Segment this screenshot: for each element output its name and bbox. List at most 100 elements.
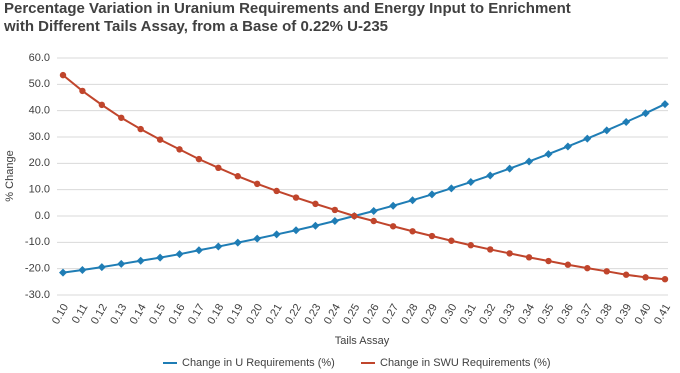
- data-point: [525, 254, 533, 261]
- x-tick-label: 0.16: [167, 302, 188, 327]
- x-axis-label: Tails Assay: [335, 335, 390, 347]
- x-tick-label: 0.28: [400, 302, 421, 327]
- x-tick-label: 0.40: [633, 302, 654, 327]
- data-point: [370, 217, 377, 225]
- data-point: [292, 194, 300, 201]
- y-tick-label: 10.0: [29, 184, 50, 196]
- legend-label: Change in SWU Requirements (%): [380, 357, 551, 369]
- x-tick-label: 0.37: [574, 302, 595, 327]
- y-tick-label: -20.0: [25, 263, 50, 275]
- x-tick-label: 0.31: [458, 302, 479, 327]
- y-tick-label: 0.0: [35, 210, 50, 222]
- x-tick-label: 0.23: [302, 302, 323, 327]
- y-axis-label: % Change: [4, 150, 16, 201]
- data-point: [137, 125, 144, 133]
- x-tick-label: 0.29: [419, 302, 440, 327]
- x-tick-label: 0.11: [70, 302, 91, 326]
- data-point: [98, 101, 106, 109]
- data-point: [78, 265, 87, 274]
- x-tick-label: 0.33: [497, 302, 518, 327]
- x-tick-label: 0.10: [50, 302, 71, 327]
- x-tick-label: 0.32: [477, 302, 498, 327]
- data-point: [389, 223, 397, 230]
- data-point: [311, 221, 320, 230]
- x-tick-label: 0.15: [147, 302, 168, 327]
- data-point: [584, 264, 591, 272]
- data-point: [117, 259, 126, 268]
- data-point: [214, 242, 223, 251]
- data-point: [602, 126, 611, 135]
- data-point: [136, 256, 145, 265]
- data-point: [59, 268, 67, 277]
- x-tick-label: 0.21: [264, 302, 285, 327]
- x-tick-label: 0.18: [205, 302, 226, 327]
- x-tick-label: 0.24: [322, 302, 343, 327]
- data-point: [272, 230, 281, 239]
- data-point: [331, 206, 339, 214]
- y-tick-label: 60.0: [29, 52, 50, 64]
- x-tick-label: 0.17: [186, 302, 207, 327]
- data-point: [215, 164, 222, 172]
- x-tick-label: 0.35: [535, 302, 556, 327]
- data-point: [176, 146, 183, 153]
- data-point: [661, 276, 669, 283]
- data-point: [273, 187, 280, 195]
- data-point: [253, 234, 262, 243]
- data-point: [506, 250, 513, 257]
- data-point: [545, 257, 552, 265]
- data-point: [175, 250, 184, 259]
- data-point: [467, 242, 475, 249]
- data-point: [448, 237, 455, 244]
- data-point: [641, 109, 650, 118]
- series-line: [62, 103, 666, 274]
- y-tick-label: 30.0: [29, 131, 50, 143]
- data-point: [447, 184, 456, 193]
- data-point: [622, 271, 630, 278]
- data-point: [427, 190, 436, 199]
- x-tick-label: 0.12: [89, 302, 110, 327]
- data-point: [408, 196, 417, 205]
- data-point: [312, 200, 319, 208]
- data-point: [369, 206, 378, 215]
- data-point: [234, 173, 241, 180]
- x-tick-label: 0.19: [225, 302, 246, 327]
- x-tick-label: 0.26: [361, 302, 382, 327]
- data-point: [330, 217, 339, 226]
- y-tick-label: 50.0: [29, 78, 50, 90]
- data-point: [525, 157, 534, 166]
- series-line: [62, 74, 666, 281]
- data-point: [253, 180, 261, 188]
- data-point: [118, 114, 125, 121]
- data-point: [156, 136, 164, 143]
- x-tick-label: 0.20: [244, 302, 265, 327]
- data-point: [79, 87, 86, 95]
- x-tick-label: 0.30: [438, 302, 459, 327]
- x-tick-label: 0.41: [652, 302, 673, 327]
- data-point: [428, 232, 436, 240]
- data-point: [409, 228, 416, 235]
- data-point: [97, 263, 106, 272]
- data-point: [563, 142, 572, 151]
- data-point: [622, 117, 631, 126]
- data-point: [292, 226, 301, 235]
- data-point: [661, 100, 669, 109]
- data-point: [505, 164, 514, 173]
- data-point: [194, 246, 203, 255]
- x-tick-label: 0.39: [613, 302, 634, 327]
- data-point: [466, 178, 475, 187]
- x-tick-label: 0.14: [128, 302, 149, 327]
- data-point: [486, 171, 495, 180]
- x-tick-label: 0.22: [283, 302, 304, 327]
- data-point: [603, 268, 610, 275]
- data-point: [544, 150, 553, 159]
- x-tick-label: 0.25: [341, 302, 362, 327]
- data-point: [583, 134, 592, 143]
- data-point: [233, 238, 242, 247]
- data-point: [351, 212, 358, 220]
- y-tick-label: 20.0: [29, 157, 50, 169]
- data-point: [487, 246, 494, 253]
- y-tick-label: -10.0: [25, 236, 50, 248]
- x-tick-label: 0.27: [380, 302, 401, 327]
